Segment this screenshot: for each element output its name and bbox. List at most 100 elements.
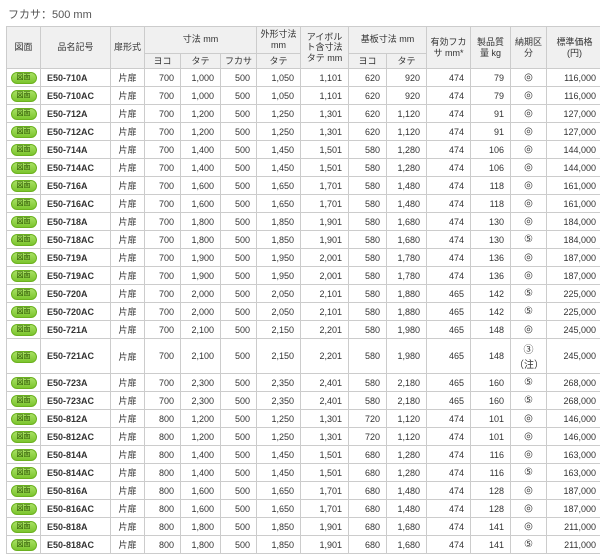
zumen-badge-icon[interactable]: 図面	[11, 351, 37, 363]
cell-zumen[interactable]: 図面	[7, 141, 41, 159]
cell-base-tate: 920	[387, 87, 427, 105]
zumen-badge-icon[interactable]: 図面	[11, 144, 37, 156]
cell-effective: 474	[427, 428, 471, 446]
cell-zumen[interactable]: 図面	[7, 177, 41, 195]
cell-door: 片扉	[111, 518, 145, 536]
zumen-badge-icon[interactable]: 図面	[11, 324, 37, 336]
cell-zumen[interactable]: 図面	[7, 69, 41, 87]
cell-zumen[interactable]: 図面	[7, 285, 41, 303]
cell-zumen[interactable]: 図面	[7, 249, 41, 267]
cell-zumen[interactable]: 図面	[7, 518, 41, 536]
cell-zumen[interactable]: 図面	[7, 374, 41, 392]
cell-base-yoko: 580	[349, 141, 387, 159]
zumen-badge-icon[interactable]: 図面	[11, 72, 37, 84]
table-row: 図面E50-710A片扉7001,0005001,0501,1016209204…	[7, 69, 600, 87]
zumen-badge-icon[interactable]: 図面	[11, 90, 37, 102]
cell-gaikei: 1,950	[257, 249, 301, 267]
cell-door: 片扉	[111, 177, 145, 195]
zumen-badge-icon[interactable]: 図面	[11, 252, 37, 264]
zumen-badge-icon[interactable]: 図面	[11, 270, 37, 282]
zumen-badge-icon[interactable]: 図面	[11, 503, 37, 515]
cell-zumen[interactable]: 図面	[7, 446, 41, 464]
table-row: 図面E50-818AC片扉8001,8005001,8501,9016801,6…	[7, 536, 600, 554]
zumen-badge-icon[interactable]: 図面	[11, 162, 37, 174]
cell-gaikei: 1,450	[257, 446, 301, 464]
cell-zumen[interactable]: 図面	[7, 464, 41, 482]
zumen-badge-icon[interactable]: 図面	[11, 234, 37, 246]
cell-zumen[interactable]: 図面	[7, 105, 41, 123]
zumen-badge-icon[interactable]: 図面	[11, 467, 37, 479]
cell-zumen[interactable]: 図面	[7, 500, 41, 518]
zumen-badge-icon[interactable]: 図面	[11, 449, 37, 461]
cell-gaikei: 2,350	[257, 392, 301, 410]
cell-zumen[interactable]: 図面	[7, 303, 41, 321]
cell-door: 片扉	[111, 392, 145, 410]
cell-effective: 474	[427, 482, 471, 500]
cell-eyebolt: 2,401	[301, 392, 349, 410]
zumen-badge-icon[interactable]: 図面	[11, 180, 37, 192]
table-row: 図面E50-718A片扉7001,8005001,8501,9015801,68…	[7, 213, 600, 231]
zumen-badge-icon[interactable]: 図面	[11, 431, 37, 443]
cell-delivery: ⑤	[511, 231, 547, 249]
zumen-badge-icon[interactable]: 図面	[11, 198, 37, 210]
cell-gaikei: 1,650	[257, 195, 301, 213]
zumen-badge-icon[interactable]: 図面	[11, 395, 37, 407]
cell-base-yoko: 680	[349, 500, 387, 518]
cell-part: E50-816AC	[41, 500, 111, 518]
cell-part: E50-723AC	[41, 392, 111, 410]
cell-zumen[interactable]: 図面	[7, 482, 41, 500]
cell-zumen[interactable]: 図面	[7, 321, 41, 339]
zumen-badge-icon[interactable]: 図面	[11, 306, 37, 318]
table-row: 図面E50-812A片扉8001,2005001,2501,3017201,12…	[7, 410, 600, 428]
cell-price: 144,000	[547, 159, 600, 177]
cell-zumen[interactable]: 図面	[7, 231, 41, 249]
zumen-badge-icon[interactable]: 図面	[11, 126, 37, 138]
cell-base-yoko: 580	[349, 303, 387, 321]
cell-base-yoko: 680	[349, 482, 387, 500]
cell-tate: 2,000	[181, 303, 221, 321]
cell-door: 片扉	[111, 321, 145, 339]
cell-price: 187,000	[547, 267, 600, 285]
cell-gaikei: 1,650	[257, 500, 301, 518]
zumen-badge-icon[interactable]: 図面	[11, 216, 37, 228]
cell-zumen[interactable]: 図面	[7, 87, 41, 105]
zumen-badge-icon[interactable]: 図面	[11, 521, 37, 533]
section-title: フカサ：500 mm	[6, 6, 594, 22]
cell-fukasa: 500	[221, 339, 257, 374]
cell-mass: 148	[471, 339, 511, 374]
cell-zumen[interactable]: 図面	[7, 428, 41, 446]
zumen-badge-icon[interactable]: 図面	[11, 288, 37, 300]
zumen-badge-icon[interactable]: 図面	[11, 377, 37, 389]
cell-zumen[interactable]: 図面	[7, 392, 41, 410]
cell-yoko: 800	[145, 464, 181, 482]
cell-fukasa: 500	[221, 213, 257, 231]
cell-delivery: ◎	[511, 141, 547, 159]
table-row: 図面E50-719AC片扉7001,9005001,9502,0015801,7…	[7, 267, 600, 285]
cell-zumen[interactable]: 図面	[7, 410, 41, 428]
col-eyebolt: アイボルト含寸法 タテ mm	[301, 27, 349, 69]
table-row: 図面E50-720A片扉7002,0005002,0502,1015801,88…	[7, 285, 600, 303]
cell-zumen[interactable]: 図面	[7, 123, 41, 141]
cell-delivery: ◎	[511, 177, 547, 195]
cell-zumen[interactable]: 図面	[7, 195, 41, 213]
cell-zumen[interactable]: 図面	[7, 536, 41, 554]
cell-door: 片扉	[111, 87, 145, 105]
cell-zumen[interactable]: 図面	[7, 213, 41, 231]
cell-fukasa: 500	[221, 303, 257, 321]
table-body: 図面E50-710A片扉7001,0005001,0501,1016209204…	[7, 69, 600, 554]
cell-base-yoko: 580	[349, 195, 387, 213]
cell-delivery: ◎	[511, 446, 547, 464]
cell-eyebolt: 1,301	[301, 428, 349, 446]
cell-mass: 130	[471, 213, 511, 231]
zumen-badge-icon[interactable]: 図面	[11, 413, 37, 425]
zumen-badge-icon[interactable]: 図面	[11, 108, 37, 120]
cell-zumen[interactable]: 図面	[7, 159, 41, 177]
cell-door: 片扉	[111, 374, 145, 392]
zumen-badge-icon[interactable]: 図面	[11, 539, 37, 551]
cell-yoko: 700	[145, 303, 181, 321]
cell-zumen[interactable]: 図面	[7, 339, 41, 374]
cell-zumen[interactable]: 図面	[7, 267, 41, 285]
col-price: 標準価格(円)	[547, 27, 600, 69]
cell-mass: 136	[471, 267, 511, 285]
zumen-badge-icon[interactable]: 図面	[11, 485, 37, 497]
